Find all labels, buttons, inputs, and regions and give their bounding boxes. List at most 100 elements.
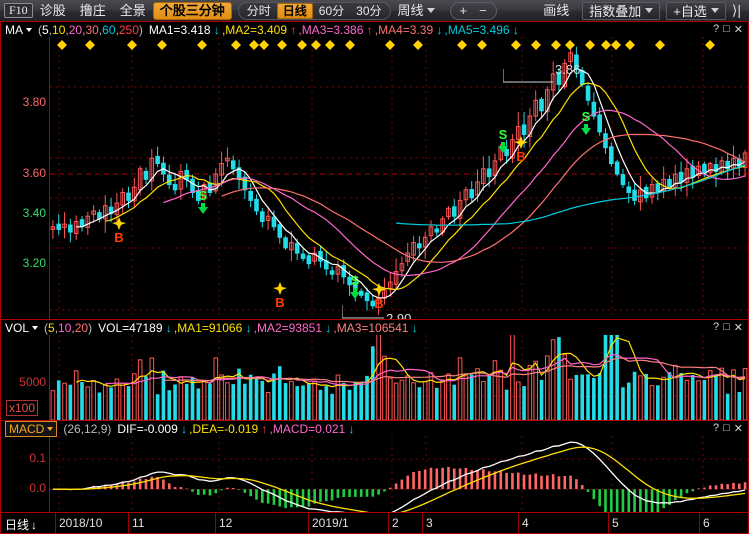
- axis-tick-label: 2018/10: [59, 516, 103, 530]
- period-label-text: 日线: [5, 518, 30, 532]
- trend-arrow-icon: ↓: [408, 320, 418, 335]
- macd-panel: MACD (26,12,9) DIF=-0.009 ↓ ,DEA=-0.019 ↑…: [1, 420, 748, 512]
- chevron-down-icon: [47, 426, 54, 431]
- axis-tick-label: 3.80: [22, 95, 46, 109]
- axis-tick-label: 3.40: [22, 206, 46, 220]
- indicator-readout: MA1=3.418 ↓: [149, 23, 220, 37]
- axis-tick: [128, 513, 129, 534]
- trend-arrow-icon: ↓: [177, 421, 188, 436]
- period-selector: 分时 日线 60分 30分: [237, 1, 391, 20]
- volume-plot[interactable]: [50, 335, 748, 420]
- axis-tick-label: 2019/1: [312, 516, 349, 530]
- toolbar-item-active-gegusanfenzhong[interactable]: 个股三分钟: [152, 1, 232, 20]
- trend-arrow-icon: ↓: [345, 421, 355, 436]
- toolbar-item-quanjing[interactable]: 全景: [119, 2, 146, 18]
- indicator-readout: DIF=-0.009 ↓: [117, 422, 187, 436]
- param-comma: ,: [48, 22, 53, 37]
- param-paren: ): [88, 320, 93, 335]
- chart-frame: MA (5,10,20,30,60,250) MA1=3.418 ↓ ,MA2=3…: [0, 22, 749, 534]
- ma-line-MA2: [105, 82, 746, 291]
- indicator-value: MA4=3.39: [378, 22, 434, 37]
- kline-indicator-dropdown[interactable]: MA: [1, 23, 32, 37]
- kline-plot[interactable]: B B B B S S S S 3.86 2.90: [50, 37, 748, 319]
- indicator-value: MA2=93851: [256, 320, 322, 335]
- help-icon[interactable]: ?: [713, 321, 720, 333]
- macd-panel-buttons: ? □ ✕: [713, 422, 748, 435]
- trend-arrow-icon: ↓: [509, 22, 519, 37]
- indicator-value: MA3=106541: [336, 320, 409, 335]
- chevron-down-icon: [710, 8, 719, 13]
- period-fenshi[interactable]: 分时: [246, 3, 271, 18]
- chevron-down-icon: [26, 27, 32, 32]
- help-icon[interactable]: ?: [713, 23, 720, 35]
- indicator-readout: VOL=47189 ↓: [98, 321, 172, 335]
- zoom-in-button[interactable]: +: [459, 2, 468, 18]
- indicator-readout: ,MA3=106541 ↓: [333, 320, 418, 335]
- volume-svg: [50, 335, 748, 420]
- macd-indicator-label: MACD: [9, 421, 45, 436]
- trend-arrow-icon: ↓: [433, 22, 443, 37]
- volume-axis: x100 5000: [1, 335, 50, 420]
- macd-plot[interactable]: [50, 436, 748, 512]
- draw-line-button[interactable]: 画线: [543, 2, 570, 18]
- trend-arrow-icon: ↓: [322, 320, 332, 335]
- indicator-readout: ,MA2=3.409 ↑: [221, 22, 297, 37]
- param-paren: ): [138, 22, 143, 37]
- chevron-down-icon: [32, 325, 39, 330]
- period-60min[interactable]: 60分: [318, 3, 345, 18]
- date-axis: 日线 ↓ 2018/10 11 12 2019/1 2 3 4 5 6: [1, 512, 748, 534]
- axis-tick-label: 0.1: [29, 451, 46, 465]
- toolbar-item-luzhuang[interactable]: 撸庄: [79, 2, 106, 18]
- ma-line-MA3: [163, 109, 746, 277]
- low-price-label: 2.90: [342, 305, 412, 319]
- indicator-value: DEA=-0.019: [192, 421, 259, 436]
- axis-tick-label: 3.20: [22, 256, 46, 270]
- trend-arrow-icon: ↓: [162, 320, 172, 335]
- indicator-readout: ,MA1=91066 ↓: [173, 320, 252, 335]
- macd-params: (26,12,9): [63, 421, 112, 436]
- add-watchlist-dropdown[interactable]: +自选: [666, 1, 726, 20]
- help-icon[interactable]: ?: [713, 422, 720, 434]
- maximize-icon[interactable]: □: [723, 23, 730, 35]
- volume-unit-label: x100: [6, 400, 39, 416]
- close-icon[interactable]: ✕: [733, 322, 743, 334]
- period-30min[interactable]: 30分: [356, 3, 382, 18]
- close-icon[interactable]: ✕: [733, 423, 743, 435]
- top-toolbar: F10 诊股 撸庄 全景 个股三分钟 分时 日线 60分 30分 周线 + − …: [0, 0, 749, 22]
- f10-button[interactable]: F10: [4, 3, 33, 18]
- param-value: 60: [102, 22, 116, 37]
- indicator-value: MA2=3.409: [225, 22, 287, 37]
- zoom-out-button[interactable]: −: [479, 2, 487, 18]
- high-price-label: 3.86: [503, 62, 581, 83]
- axis-tick: [308, 513, 309, 534]
- param-comma: ,: [71, 320, 75, 335]
- volume-panel-buttons: ? □ ✕: [713, 321, 748, 334]
- kline-panel-header: MA (5,10,20,30,60,250) MA1=3.418 ↓ ,MA2=3…: [1, 22, 748, 37]
- trend-arrow-icon: ↑: [287, 22, 297, 37]
- indicator-value: MACD=0.021: [272, 421, 346, 436]
- period-label-bottom[interactable]: 日线 ↓: [5, 516, 37, 533]
- trend-arrow-icon: ↓: [242, 320, 252, 335]
- axis-tick: [608, 513, 609, 534]
- volume-indicator-dropdown[interactable]: VOL: [1, 321, 39, 335]
- maximize-icon[interactable]: □: [723, 321, 730, 333]
- param-comma: ,: [54, 320, 59, 335]
- trend-arrow-icon: ↓: [210, 22, 220, 37]
- period-rixian[interactable]: 日线: [276, 2, 313, 19]
- indicator-value: MA3=3.386: [301, 22, 364, 37]
- maximize-icon[interactable]: □: [723, 422, 730, 434]
- index-overlay-dropdown[interactable]: 指数叠加: [582, 1, 661, 20]
- toolbar-item-zhengu[interactable]: 诊股: [39, 2, 66, 18]
- axis-tick-label: 6: [703, 516, 710, 530]
- macd-values: DIF=-0.009 ↓ ,DEA=-0.019 ↑ ,MACD=0.021 ↓: [111, 422, 354, 436]
- period-weekly-dropdown[interactable]: 周线: [391, 1, 442, 21]
- chevron-down-icon: [426, 8, 435, 13]
- macd-indicator-dropdown[interactable]: MACD: [5, 420, 58, 437]
- indicator-value: MA1=91066: [177, 320, 243, 335]
- collapse-right-icon[interactable]: ⟩|: [731, 2, 741, 18]
- kline-indicator-label: MA: [5, 22, 23, 37]
- indicator-readout: ,MA3=3.386 ↑: [298, 22, 373, 37]
- volume-panel: VOL (5,10,20) VOL=47189 ↓ ,MA1=91066 ↓ ,MA…: [1, 320, 748, 420]
- chart-annotations: [50, 37, 748, 319]
- close-icon[interactable]: ✕: [733, 24, 743, 36]
